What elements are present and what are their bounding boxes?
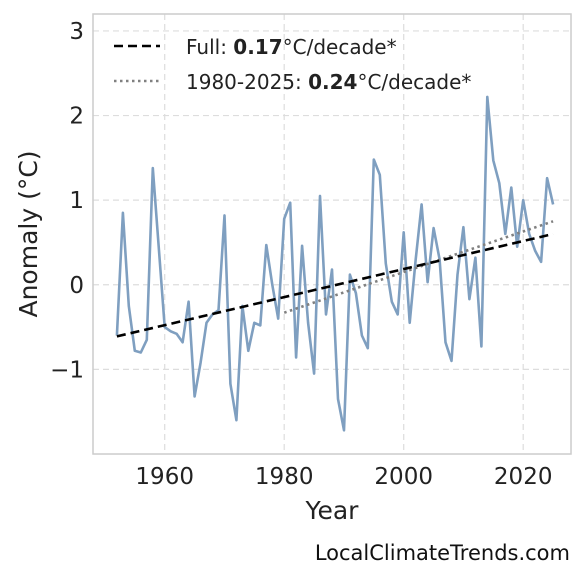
plot-frame <box>92 13 572 455</box>
y-tick-label: 2 <box>69 104 84 130</box>
y-tick-label: −1 <box>50 357 84 383</box>
trend-line-full <box>116 232 554 338</box>
y-tick-labels: −1 0 1 2 3 <box>50 19 84 383</box>
watermark: LocalClimateTrends.com <box>315 541 570 565</box>
x-tick-label: 2020 <box>494 464 553 490</box>
x-tick-label: 2000 <box>374 464 433 490</box>
y-axis-label: Anomaly (°C) <box>14 150 43 317</box>
legend: Full: 0.17°C/decade* 1980-2025: 0.24°C/d… <box>114 35 471 94</box>
legend-full-label: Full: 0.17°C/decade* <box>186 35 397 59</box>
y-tick-label: 0 <box>69 273 84 299</box>
series-line <box>115 95 555 432</box>
legend-recent-label: 1980-2025: 0.24°C/decade* <box>186 70 471 94</box>
series-layer <box>115 95 555 432</box>
x-tick-label: 1980 <box>255 464 314 490</box>
x-tick-label: 1960 <box>135 464 194 490</box>
y-tick-label: 1 <box>69 188 84 214</box>
x-axis-label: Year <box>305 496 360 525</box>
y-tick-label: 3 <box>69 19 84 45</box>
x-tick-labels: 1960 1980 2000 2020 <box>135 464 552 490</box>
